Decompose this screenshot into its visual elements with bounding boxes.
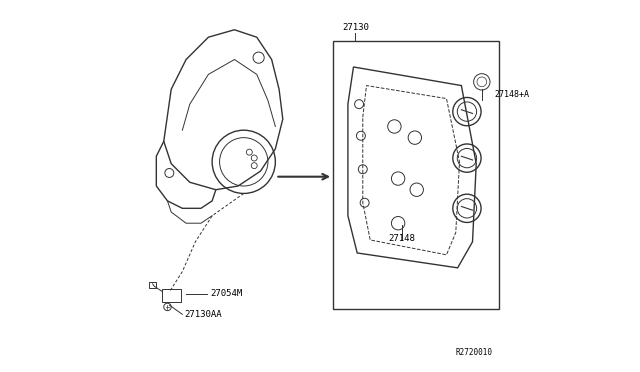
Bar [162, 289, 180, 302]
Text: 27130: 27130 [342, 23, 369, 32]
Text: 27148: 27148 [388, 234, 415, 243]
Bar [333, 41, 499, 309]
Text: 27130AA: 27130AA [184, 310, 222, 319]
Text: R2720010: R2720010 [456, 348, 493, 357]
Bar [149, 282, 156, 288]
Text: 27054M: 27054M [211, 289, 243, 298]
Text: 27148+A: 27148+A [495, 90, 530, 99]
